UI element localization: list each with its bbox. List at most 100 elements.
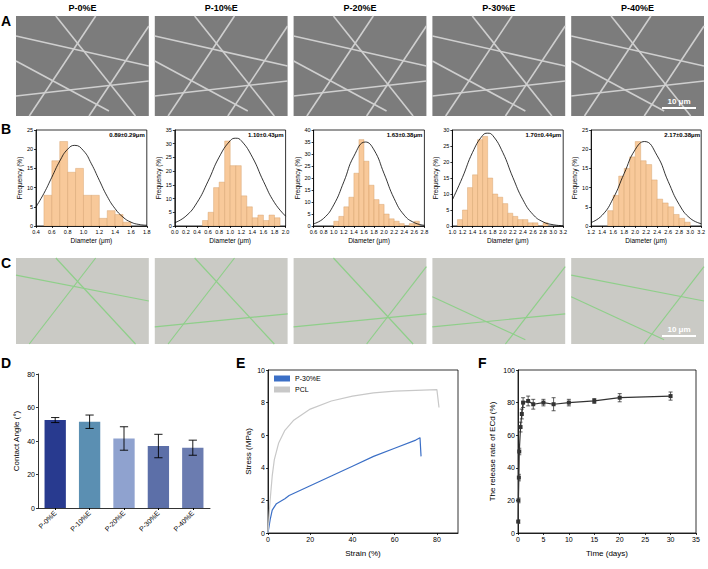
svg-text:20: 20 — [27, 146, 33, 152]
svg-text:0.6: 0.6 — [48, 229, 56, 235]
svg-text:2.6: 2.6 — [664, 229, 672, 235]
svg-text:30: 30 — [667, 536, 675, 543]
svg-text:P-30%E: P-30%E — [295, 375, 321, 382]
svg-text:0.4: 0.4 — [193, 229, 201, 235]
svg-text:1.8: 1.8 — [370, 229, 378, 235]
svg-text:1.4: 1.4 — [249, 229, 257, 235]
svg-text:20: 20 — [27, 471, 35, 478]
svg-text:60: 60 — [507, 432, 515, 439]
svg-text:F: F — [478, 355, 487, 371]
svg-text:P-10%E: P-10%E — [205, 3, 238, 13]
svg-text:Frequency (%): Frequency (%) — [571, 157, 579, 200]
svg-text:0.89±0.29μm: 0.89±0.29μm — [109, 132, 145, 138]
svg-text:0: 0 — [266, 536, 270, 543]
svg-text:Diameter (μm): Diameter (μm) — [71, 237, 113, 245]
svg-text:10: 10 — [565, 536, 573, 543]
svg-text:30: 30 — [443, 127, 449, 133]
svg-text:Diameter (μm): Diameter (μm) — [348, 237, 390, 245]
svg-text:20: 20 — [616, 536, 624, 543]
svg-text:C: C — [1, 255, 11, 271]
svg-text:30: 30 — [166, 141, 172, 147]
svg-text:Contact Angle (°): Contact Angle (°) — [12, 410, 21, 471]
svg-text:4: 4 — [261, 464, 265, 471]
svg-text:Diameter (μm): Diameter (μm) — [209, 237, 251, 245]
svg-text:60: 60 — [391, 536, 399, 543]
svg-text:0.6: 0.6 — [204, 229, 212, 235]
svg-text:25: 25 — [443, 143, 449, 149]
svg-text:25: 25 — [27, 127, 33, 133]
svg-text:2.4: 2.4 — [519, 229, 527, 235]
svg-text:3.0: 3.0 — [686, 229, 694, 235]
svg-text:80: 80 — [507, 399, 515, 406]
svg-text:1.6: 1.6 — [360, 229, 368, 235]
svg-text:0.6: 0.6 — [310, 229, 318, 235]
svg-text:5: 5 — [30, 204, 33, 210]
svg-text:1.8: 1.8 — [620, 229, 628, 235]
svg-text:15: 15 — [443, 175, 449, 181]
svg-text:3.2: 3.2 — [559, 229, 567, 235]
svg-text:2.0: 2.0 — [282, 229, 290, 235]
svg-text:Frequency (%): Frequency (%) — [294, 157, 302, 200]
svg-text:6: 6 — [261, 432, 265, 439]
svg-text:0: 0 — [511, 530, 515, 537]
svg-text:15: 15 — [590, 536, 598, 543]
svg-text:A: A — [1, 13, 11, 29]
svg-text:80: 80 — [27, 371, 35, 378]
svg-text:P-10%E: P-10%E — [69, 509, 92, 532]
svg-text:1.0: 1.0 — [449, 229, 457, 235]
svg-text:20: 20 — [443, 159, 449, 165]
svg-text:1.0: 1.0 — [80, 229, 88, 235]
svg-text:5: 5 — [169, 209, 172, 215]
svg-text:20: 20 — [306, 536, 314, 543]
svg-text:5: 5 — [308, 211, 311, 217]
svg-text:5: 5 — [585, 204, 588, 210]
svg-text:0.4: 0.4 — [32, 229, 40, 235]
svg-text:35: 35 — [166, 127, 172, 133]
svg-text:2.8: 2.8 — [675, 229, 683, 235]
svg-text:1.4: 1.4 — [469, 229, 477, 235]
svg-text:2.0: 2.0 — [499, 229, 507, 235]
svg-text:E: E — [236, 355, 245, 371]
svg-text:2.8: 2.8 — [539, 229, 547, 235]
svg-text:2.2: 2.2 — [509, 229, 517, 235]
svg-text:15: 15 — [27, 165, 33, 171]
svg-text:1.8: 1.8 — [489, 229, 497, 235]
svg-text:0: 0 — [31, 505, 35, 512]
svg-text:Diameter (μm): Diameter (μm) — [625, 237, 667, 245]
svg-text:1.2: 1.2 — [95, 229, 103, 235]
svg-text:0.8: 0.8 — [64, 229, 72, 235]
svg-text:20: 20 — [304, 175, 310, 181]
svg-text:0: 0 — [261, 530, 265, 537]
svg-text:15: 15 — [582, 165, 588, 171]
svg-text:20: 20 — [166, 168, 172, 174]
svg-text:40: 40 — [304, 127, 310, 133]
svg-text:8: 8 — [261, 399, 265, 406]
svg-text:1.8: 1.8 — [143, 229, 151, 235]
svg-text:0.8: 0.8 — [215, 229, 223, 235]
svg-text:1.2: 1.2 — [587, 229, 595, 235]
svg-text:15: 15 — [166, 182, 172, 188]
svg-text:15: 15 — [304, 187, 310, 193]
svg-text:P-40%E: P-40%E — [172, 509, 195, 532]
svg-text:0.0: 0.0 — [171, 229, 179, 235]
svg-text:25: 25 — [582, 127, 588, 133]
svg-text:10: 10 — [443, 191, 449, 197]
svg-text:Frequency (%): Frequency (%) — [432, 157, 440, 200]
svg-text:2.2: 2.2 — [642, 229, 650, 235]
svg-text:10: 10 — [582, 185, 588, 191]
svg-text:2.17±0.38μm: 2.17±0.38μm — [664, 132, 700, 138]
svg-text:40: 40 — [349, 536, 357, 543]
svg-text:25: 25 — [166, 154, 172, 160]
svg-text:1.4: 1.4 — [111, 229, 119, 235]
svg-text:0.2: 0.2 — [182, 229, 190, 235]
svg-text:B: B — [1, 121, 11, 137]
svg-text:10: 10 — [304, 199, 310, 205]
svg-text:P-20%E: P-20%E — [103, 509, 126, 532]
svg-text:1.2: 1.2 — [459, 229, 467, 235]
svg-text:25: 25 — [641, 536, 649, 543]
svg-text:35: 35 — [692, 536, 700, 543]
svg-text:P-30%E: P-30%E — [482, 3, 515, 13]
svg-text:1.4: 1.4 — [598, 229, 606, 235]
svg-text:10: 10 — [166, 196, 172, 202]
svg-text:10 μm: 10 μm — [667, 325, 690, 334]
